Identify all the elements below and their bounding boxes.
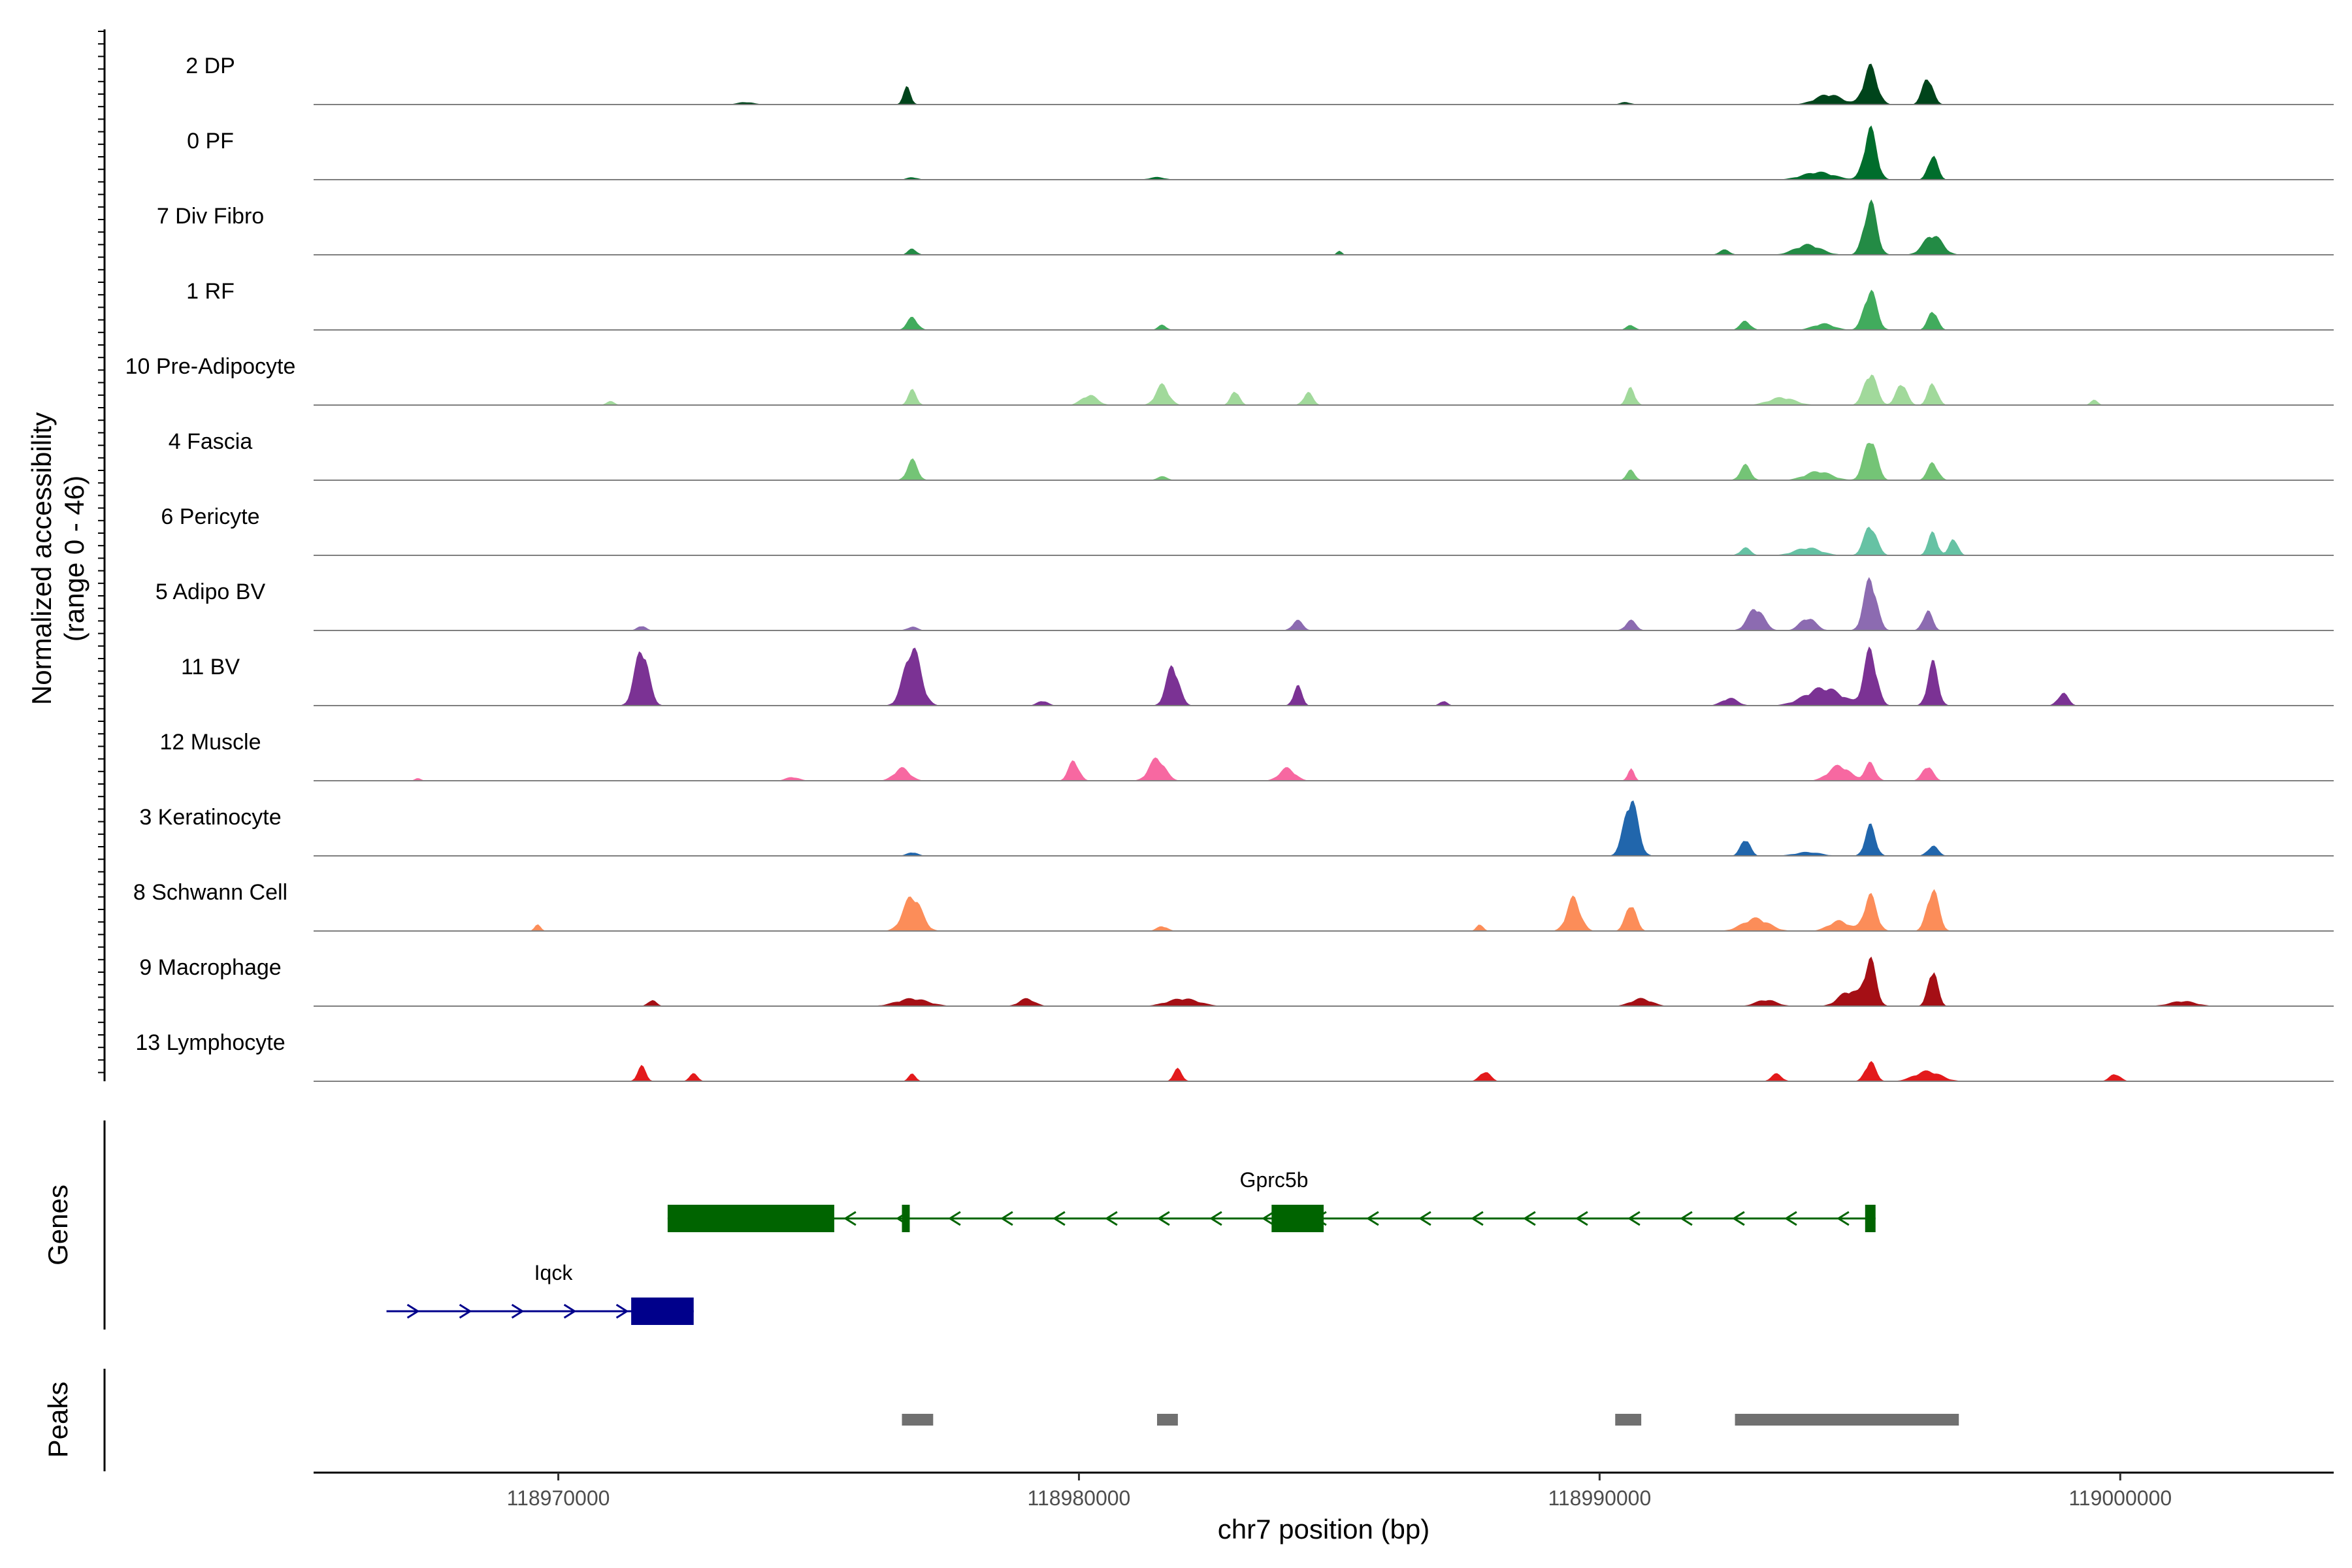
coverage-y-axis-ticks bbox=[98, 31, 105, 1073]
strand-chevron bbox=[1209, 1211, 1222, 1226]
track-label: 11 BV bbox=[181, 655, 240, 679]
x-axis-title: chr7 position (bp) bbox=[1218, 1514, 1430, 1544]
gene-exon bbox=[1865, 1205, 1876, 1232]
coverage-area bbox=[314, 374, 2334, 405]
track-4-fascia: 4 Fascia bbox=[169, 429, 2334, 481]
track-label: 9 Macrophage bbox=[139, 955, 281, 980]
gene-exon bbox=[631, 1298, 694, 1325]
strand-chevron bbox=[1000, 1211, 1013, 1226]
coverage-area bbox=[314, 527, 2334, 555]
track-3-keratinocyte: 3 Keratinocyte bbox=[139, 800, 2334, 857]
coverage-area bbox=[314, 442, 2334, 480]
track-1-rf: 1 RF bbox=[186, 279, 2334, 331]
track-10-pre-adipocyte: 10 Pre-Adipocyte bbox=[125, 354, 2334, 406]
strand-chevron bbox=[1262, 1211, 1275, 1226]
strand-chevron bbox=[1471, 1211, 1484, 1226]
strand-chevron bbox=[1105, 1211, 1118, 1226]
strand-chevron bbox=[1732, 1211, 1745, 1226]
strand-chevron bbox=[459, 1303, 472, 1319]
track-label: 5 Adipo BV bbox=[155, 580, 266, 604]
peak-region bbox=[902, 1414, 934, 1426]
strand-chevron bbox=[1784, 1211, 1797, 1226]
strand-chevron bbox=[1837, 1211, 1850, 1226]
gene-exon bbox=[902, 1205, 910, 1232]
coverage-area bbox=[314, 289, 2334, 330]
strand-chevron bbox=[1627, 1211, 1641, 1226]
y-axis-title: Normalized accessibility bbox=[26, 412, 57, 705]
track-label: 6 Pericyte bbox=[161, 504, 259, 529]
track-7-div-fibro: 7 Div Fibro bbox=[157, 199, 2334, 255]
track-12-muscle: 12 Muscle bbox=[160, 730, 2334, 781]
gene-exon bbox=[1271, 1205, 1324, 1232]
peak-region bbox=[1156, 1414, 1178, 1426]
gene-name-label: Gprc5b bbox=[1240, 1168, 1309, 1192]
track-11-bv: 11 BV bbox=[181, 646, 2334, 706]
track-label: 2 DP bbox=[186, 54, 235, 78]
track-label: 0 PF bbox=[187, 129, 234, 154]
coverage-area bbox=[314, 800, 2334, 856]
track-13-lymphocyte: 13 Lymphocyte bbox=[135, 1030, 2334, 1082]
track-2-dp: 2 DP bbox=[186, 54, 2334, 105]
strand-chevron bbox=[1366, 1211, 1379, 1226]
strand-chevron bbox=[1523, 1211, 1536, 1226]
coverage-area bbox=[314, 125, 2334, 180]
strand-chevron bbox=[406, 1303, 420, 1319]
coverage-area bbox=[314, 1061, 2334, 1081]
coverage-area bbox=[314, 577, 2334, 630]
track-label: 3 Keratinocyte bbox=[139, 805, 281, 830]
track-6-pericyte: 6 Pericyte bbox=[161, 504, 2334, 556]
x-axis-ticks: 118970000 118980000 118990000 119000000 bbox=[507, 1473, 2172, 1510]
coverage-tracks: 2 DP 0 PF 7 Div Fibro 1 RF 10 Pre-Adipocyte 4… bbox=[125, 54, 2334, 1082]
track-label: 8 Schwann Cell bbox=[133, 880, 287, 905]
strand-chevron bbox=[1575, 1211, 1588, 1226]
strand-chevron bbox=[615, 1303, 629, 1319]
track-5-adipo-bv: 5 Adipo BV bbox=[155, 577, 2334, 631]
track-8-schwann-cell: 8 Schwann Cell bbox=[133, 880, 2334, 932]
strand-chevron bbox=[511, 1303, 525, 1319]
coverage-area bbox=[314, 757, 2334, 781]
gene-exon bbox=[667, 1205, 834, 1232]
coverage-area bbox=[314, 956, 2334, 1006]
track-9-macrophage: 9 Macrophage bbox=[139, 955, 2334, 1007]
strand-chevron bbox=[948, 1211, 961, 1226]
strand-chevron bbox=[1418, 1211, 1431, 1226]
x-tick-label: 118990000 bbox=[1548, 1486, 1651, 1510]
strand-chevron bbox=[843, 1211, 857, 1226]
track-label: 1 RF bbox=[186, 279, 235, 304]
peak-region bbox=[1615, 1414, 1642, 1426]
track-0-pf: 0 PF bbox=[187, 125, 2334, 180]
gene-iqck: Iqck bbox=[386, 1261, 694, 1325]
coverage-area bbox=[314, 199, 2334, 255]
peaks-panel-label: Peaks bbox=[42, 1382, 73, 1458]
coverage-area bbox=[314, 889, 2334, 931]
gene-name-label: Iqck bbox=[534, 1261, 574, 1284]
strand-chevron bbox=[563, 1303, 577, 1319]
x-tick-label: 118980000 bbox=[1028, 1486, 1131, 1510]
track-label: 10 Pre-Adipocyte bbox=[125, 354, 296, 379]
coverage-area bbox=[314, 646, 2334, 706]
gene-annotations: Gprc5b Iqck bbox=[386, 1168, 1876, 1325]
track-label: 13 Lymphocyte bbox=[135, 1030, 285, 1055]
peak-regions bbox=[902, 1414, 1959, 1426]
strand-chevron bbox=[1053, 1211, 1066, 1226]
x-tick-label: 118970000 bbox=[507, 1486, 610, 1510]
coverage-area bbox=[314, 63, 2334, 105]
genes-panel-label: Genes bbox=[42, 1184, 73, 1266]
x-tick-label: 119000000 bbox=[2068, 1486, 2172, 1510]
peak-region bbox=[1735, 1414, 1959, 1426]
track-label: 12 Muscle bbox=[160, 730, 261, 755]
track-label: 4 Fascia bbox=[169, 429, 253, 454]
gene-gprc5b: Gprc5b bbox=[667, 1168, 1876, 1232]
y-axis-range-label: (range 0 - 46) bbox=[59, 476, 90, 642]
strand-chevron bbox=[1157, 1211, 1170, 1226]
track-label: 7 Div Fibro bbox=[157, 204, 264, 229]
strand-chevron bbox=[1680, 1211, 1693, 1226]
